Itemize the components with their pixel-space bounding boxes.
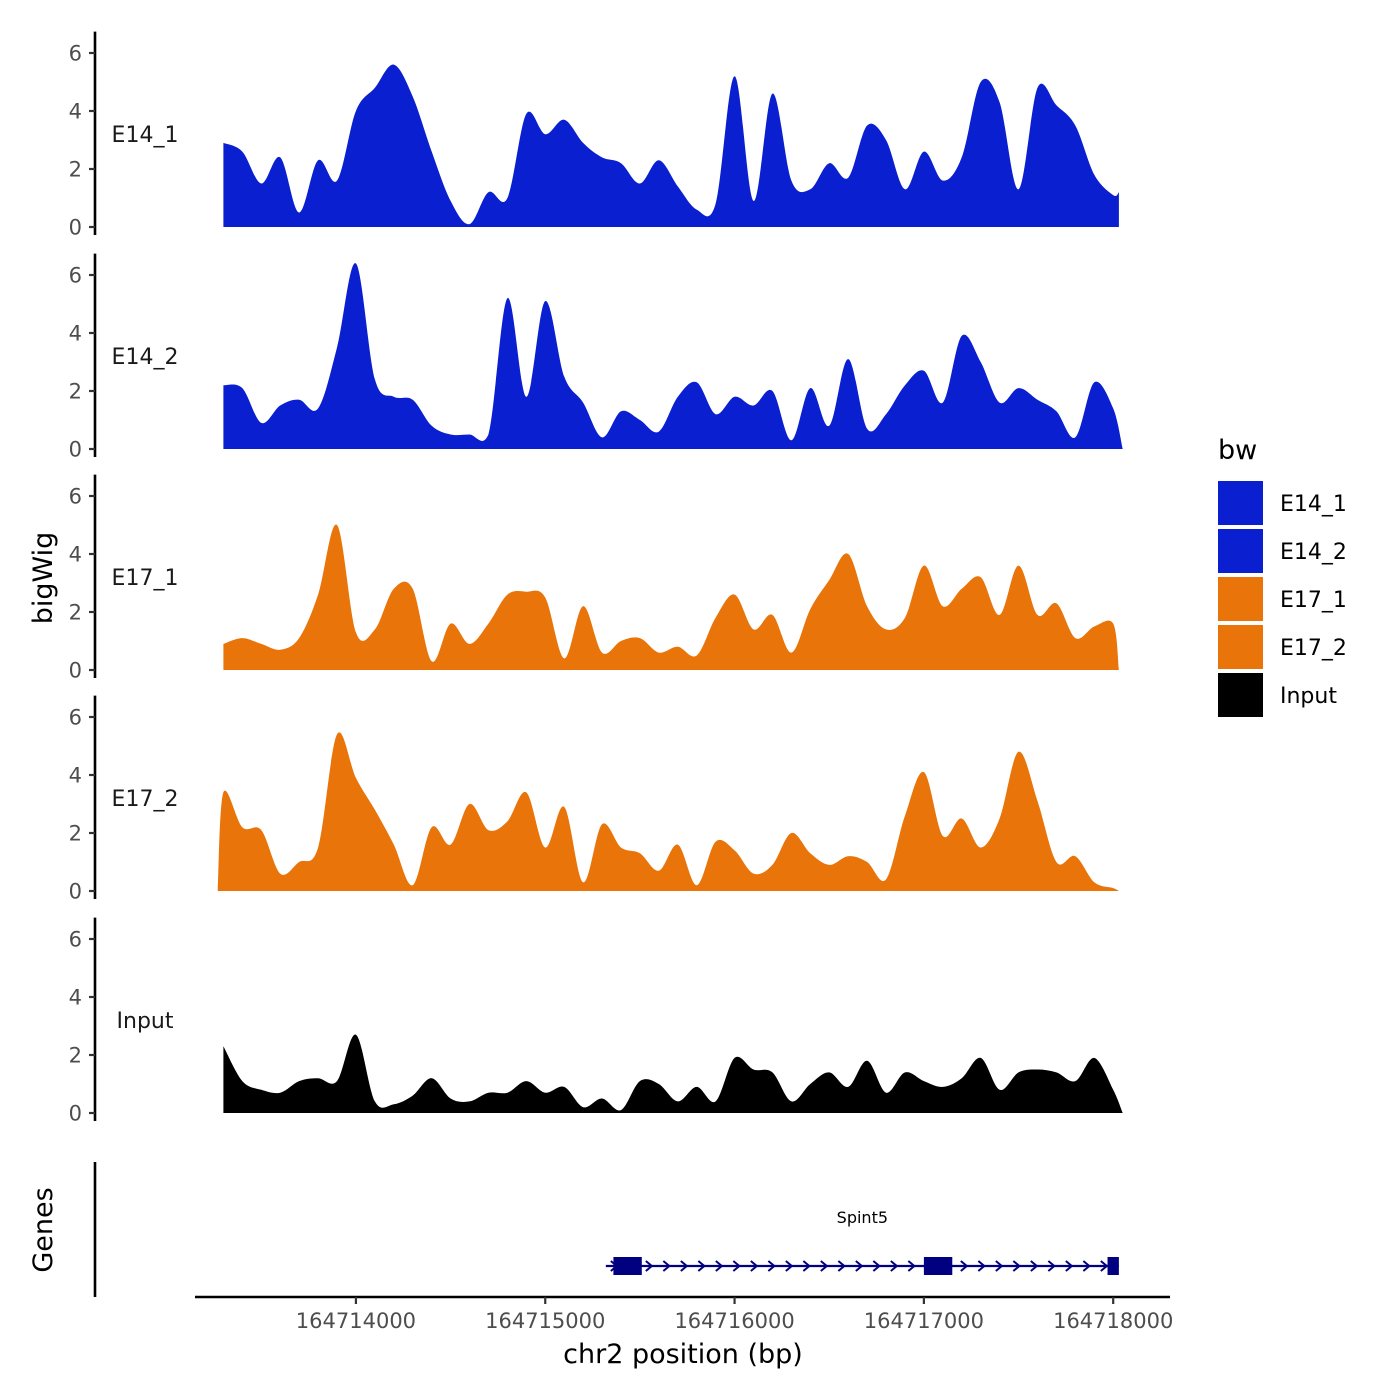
track-e14_1: 0 2 4 6 E14_1 — [69, 31, 1119, 240]
legend-title: bw — [1218, 435, 1257, 466]
bigwig-tracks: 0 2 4 6 E14_1 0 2 4 6 E14_2 0 2 4 6 E17_1 0 2 4 6 E17_2 0 2 4 6… — [69, 31, 1123, 1126]
genes-axis-title: Genes — [28, 1187, 59, 1272]
strand-arrow — [820, 1260, 829, 1272]
legend-label: E17_2 — [1280, 636, 1347, 661]
coverage-area-e17_1 — [223, 524, 1119, 670]
gene-label: Spint5 — [837, 1208, 888, 1227]
strand-arrow — [872, 1260, 881, 1272]
track-e17_2: 0 2 4 6 E17_2 — [69, 695, 1119, 904]
y-tick-label: 6 — [69, 928, 82, 952]
strand-arrow — [855, 1260, 864, 1272]
genes-panel: Spint5 — [93, 1162, 1119, 1297]
strand-arrow — [1100, 1260, 1109, 1272]
track-label: E14_1 — [112, 123, 179, 148]
strand-arrow — [1082, 1260, 1091, 1272]
x-tick-label: 164714000 — [296, 1309, 416, 1333]
strand-arrow — [732, 1260, 741, 1272]
strand-arrow — [890, 1260, 899, 1272]
legend-swatch — [1218, 673, 1263, 717]
strand-arrow — [907, 1260, 916, 1272]
y-tick-label: 0 — [69, 1102, 82, 1126]
strand-arrow — [750, 1260, 759, 1272]
x-tick-label: 164718000 — [1053, 1309, 1173, 1333]
strand-arrow — [715, 1260, 724, 1272]
gene-spint5: Spint5 — [605, 1208, 1119, 1275]
y-tick-label: 4 — [69, 764, 82, 788]
legend: bw E14_1 E14_2 E17_1 E17_2 Input — [1218, 435, 1347, 717]
strand-arrow — [1065, 1260, 1074, 1272]
y-tick-label: 6 — [69, 42, 82, 66]
y-tick-label: 2 — [69, 1044, 82, 1068]
strand-arrow — [1047, 1260, 1056, 1272]
strand-arrow — [697, 1260, 706, 1272]
legend-label: E14_2 — [1280, 540, 1347, 565]
track-label: E17_1 — [112, 566, 179, 591]
gene-exon — [1107, 1257, 1119, 1275]
legend-swatch — [1218, 481, 1263, 525]
coverage-area-e17_2 — [217, 732, 1119, 891]
legend-swatch — [1218, 625, 1263, 669]
strand-arrow — [785, 1260, 794, 1272]
y-tick-label: 2 — [69, 822, 82, 846]
y-tick-label: 0 — [69, 438, 82, 462]
track-label: Input — [117, 1009, 174, 1034]
y-tick-label: 0 — [69, 659, 82, 683]
strand-arrow — [960, 1260, 969, 1272]
legend-label: E14_1 — [1280, 492, 1347, 517]
x-axis: 164714000 164715000 164716000 164717000 1647… — [195, 1295, 1173, 1333]
x-tick-label: 164715000 — [485, 1309, 605, 1333]
y-tick-label: 4 — [69, 986, 82, 1010]
strand-arrow — [767, 1260, 776, 1272]
track-e17_1: 0 2 4 6 E17_1 — [69, 474, 1119, 683]
y-tick-label: 0 — [69, 880, 82, 904]
y-tick-label: 2 — [69, 380, 82, 404]
legend-label: E17_1 — [1280, 588, 1347, 613]
y-tick-label: 2 — [69, 601, 82, 625]
legend-swatch — [1218, 529, 1263, 573]
strand-arrow — [977, 1260, 986, 1272]
y-tick-label: 4 — [69, 543, 82, 567]
strand-arrow — [995, 1260, 1004, 1272]
coverage-area-e14_2 — [223, 263, 1123, 449]
coverage-area-e14_1 — [223, 64, 1119, 227]
x-axis-title: chr2 position (bp) — [563, 1339, 803, 1370]
strand-arrow — [802, 1260, 811, 1272]
y-tick-label: 4 — [69, 322, 82, 346]
strand-arrow — [680, 1260, 689, 1272]
track-label: E17_2 — [112, 787, 179, 812]
legend-label: Input — [1280, 684, 1337, 709]
strand-arrow — [1012, 1260, 1021, 1272]
strand-arrow — [837, 1260, 846, 1272]
y-tick-label: 6 — [69, 485, 82, 509]
y-tick-label: 0 — [69, 216, 82, 240]
track-e14_2: 0 2 4 6 E14_2 — [69, 253, 1123, 462]
y-axis-title: bigWig — [28, 532, 59, 625]
strand-arrow — [645, 1260, 654, 1272]
gene-exon — [923, 1257, 953, 1275]
strand-arrow — [1030, 1260, 1039, 1272]
y-tick-label: 6 — [69, 706, 82, 730]
legend-swatch — [1218, 577, 1263, 621]
y-tick-label: 2 — [69, 158, 82, 182]
gene-exon — [613, 1257, 642, 1275]
y-tick-label: 4 — [69, 100, 82, 124]
track-label: E14_2 — [112, 345, 179, 370]
coverage-area-input — [223, 1034, 1123, 1113]
x-tick-label: 164716000 — [674, 1309, 794, 1333]
x-tick-label: 164717000 — [864, 1309, 984, 1333]
track-input: 0 2 4 6 Input — [69, 917, 1123, 1126]
y-tick-label: 6 — [69, 264, 82, 288]
strand-arrow — [662, 1260, 671, 1272]
